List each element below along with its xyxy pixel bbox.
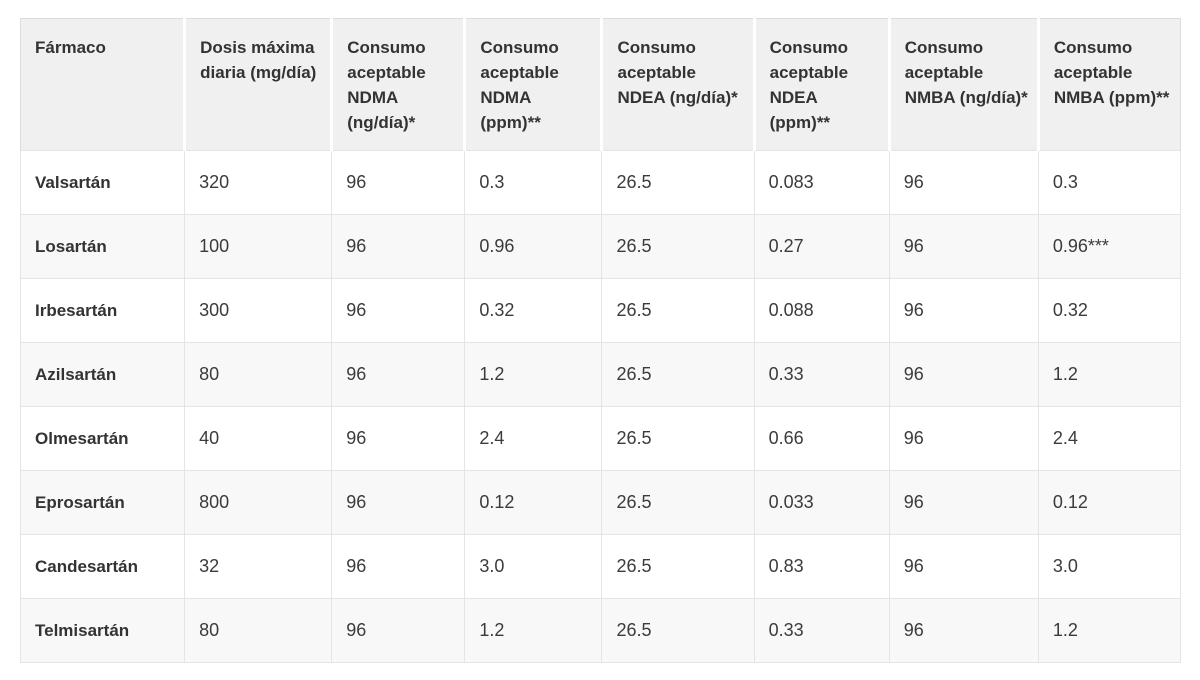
column-header-ndea-ng: Consumo aceptable NDEA (ng/día)* <box>600 18 755 151</box>
column-header-ndma-ng: Consumo aceptable NDMA (ng/día)* <box>330 18 465 151</box>
value-cell: 0.12 <box>464 470 603 535</box>
value-cell: 300 <box>184 278 333 343</box>
value-cell: 26.5 <box>601 598 755 663</box>
column-header-ndma-ppm: Consumo aceptable NDMA (ppm)** <box>463 18 602 151</box>
value-cell: 0.32 <box>1037 278 1182 343</box>
value-cell: 3.0 <box>1037 534 1182 599</box>
table-header: Fármaco Dosis máxima diaria (mg/día) Con… <box>20 18 1181 151</box>
column-header-dosis-maxima: Dosis máxima diaria (mg/día) <box>183 18 332 151</box>
value-cell: 96 <box>888 534 1039 599</box>
value-cell: 3.0 <box>464 534 603 599</box>
table-row-olmesartan: Olmesartán 40 96 2.4 26.5 0.66 96 2.4 <box>19 406 1182 471</box>
value-cell: 26.5 <box>601 278 755 343</box>
value-cell: 0.088 <box>753 278 890 343</box>
value-cell: 26.5 <box>601 534 755 599</box>
column-header-farmaco: Fármaco <box>20 18 185 151</box>
value-cell: 96 <box>888 342 1039 407</box>
value-cell: 26.5 <box>601 214 755 279</box>
value-cell: 26.5 <box>601 406 755 471</box>
header-row: Fármaco Dosis máxima diaria (mg/día) Con… <box>20 18 1181 151</box>
drug-name-cell: Irbesartán <box>19 278 186 343</box>
value-cell: 0.033 <box>753 470 890 535</box>
table-row-losartan: Losartán 100 96 0.96 26.5 0.27 96 0.96**… <box>19 214 1182 279</box>
value-cell: 96 <box>331 342 466 407</box>
value-cell: 96 <box>331 470 466 535</box>
value-cell: 0.083 <box>753 150 890 215</box>
drug-name-cell: Valsartán <box>19 150 186 215</box>
value-cell: 96 <box>888 598 1039 663</box>
column-header-nmba-ng: Consumo aceptable NMBA (ng/día)* <box>887 18 1039 151</box>
value-cell: 1.2 <box>464 342 603 407</box>
drug-name-cell: Telmisartán <box>19 598 186 663</box>
sartans-nitrosamine-limits-table: Fármaco Dosis máxima diaria (mg/día) Con… <box>19 18 1182 663</box>
table-row-telmisartan: Telmisartán 80 96 1.2 26.5 0.33 96 1.2 <box>19 598 1182 663</box>
value-cell: 0.96*** <box>1037 214 1182 279</box>
value-cell: 26.5 <box>601 342 755 407</box>
value-cell: 1.2 <box>464 598 603 663</box>
value-cell: 96 <box>888 214 1039 279</box>
value-cell: 0.66 <box>753 406 890 471</box>
value-cell: 80 <box>184 342 333 407</box>
drug-name-cell: Azilsartán <box>19 342 186 407</box>
table-row-candesartan: Candesartán 32 96 3.0 26.5 0.83 96 3.0 <box>19 534 1182 599</box>
value-cell: 96 <box>888 406 1039 471</box>
value-cell: 2.4 <box>1037 406 1182 471</box>
value-cell: 0.33 <box>753 342 890 407</box>
value-cell: 0.27 <box>753 214 890 279</box>
value-cell: 96 <box>888 150 1039 215</box>
value-cell: 80 <box>184 598 333 663</box>
table-body: Valsartán 320 96 0.3 26.5 0.083 96 0.3 L… <box>19 150 1182 663</box>
value-cell: 0.3 <box>464 150 603 215</box>
value-cell: 1.2 <box>1037 598 1182 663</box>
value-cell: 96 <box>331 598 466 663</box>
drug-name-cell: Candesartán <box>19 534 186 599</box>
value-cell: 0.83 <box>753 534 890 599</box>
value-cell: 40 <box>184 406 333 471</box>
table-row-valsartan: Valsartán 320 96 0.3 26.5 0.083 96 0.3 <box>19 150 1182 215</box>
value-cell: 1.2 <box>1037 342 1182 407</box>
value-cell: 32 <box>184 534 333 599</box>
drug-name-cell: Eprosartán <box>19 470 186 535</box>
table-row-eprosartan: Eprosartán 800 96 0.12 26.5 0.033 96 0.1… <box>19 470 1182 535</box>
value-cell: 96 <box>331 214 466 279</box>
value-cell: 96 <box>888 470 1039 535</box>
drug-name-cell: Olmesartán <box>19 406 186 471</box>
column-header-nmba-ppm: Consumo aceptable NMBA (ppm)** <box>1036 18 1181 151</box>
value-cell: 96 <box>331 534 466 599</box>
value-cell: 96 <box>888 278 1039 343</box>
value-cell: 26.5 <box>601 150 755 215</box>
column-header-ndea-ppm: Consumo aceptable NDEA (ppm)** <box>752 18 890 151</box>
value-cell: 96 <box>331 406 466 471</box>
value-cell: 800 <box>184 470 333 535</box>
drug-name-cell: Losartán <box>19 214 186 279</box>
table-row-irbesartan: Irbesartán 300 96 0.32 26.5 0.088 96 0.3… <box>19 278 1182 343</box>
value-cell: 26.5 <box>601 470 755 535</box>
value-cell: 96 <box>331 278 466 343</box>
value-cell: 0.3 <box>1037 150 1182 215</box>
value-cell: 0.33 <box>753 598 890 663</box>
table-row-azilsartan: Azilsartán 80 96 1.2 26.5 0.33 96 1.2 <box>19 342 1182 407</box>
value-cell: 320 <box>184 150 333 215</box>
value-cell: 0.32 <box>464 278 603 343</box>
value-cell: 0.12 <box>1037 470 1182 535</box>
value-cell: 100 <box>184 214 333 279</box>
table-container: Fármaco Dosis máxima diaria (mg/día) Con… <box>19 18 1182 663</box>
value-cell: 2.4 <box>464 406 603 471</box>
value-cell: 96 <box>331 150 466 215</box>
value-cell: 0.96 <box>464 214 603 279</box>
